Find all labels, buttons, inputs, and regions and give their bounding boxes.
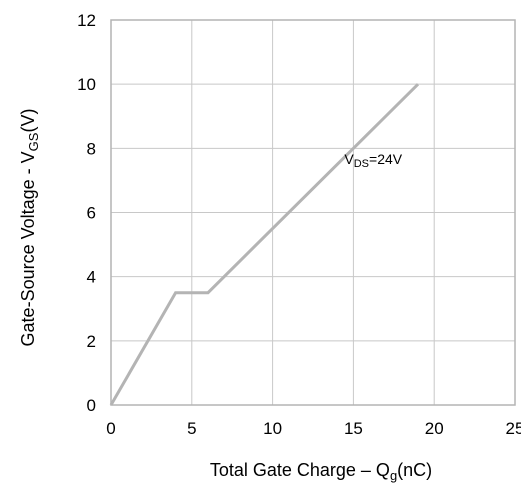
x-tick-label: 25 — [506, 419, 521, 438]
y-tick-label: 8 — [87, 139, 96, 158]
x-tick-label: 20 — [425, 419, 444, 438]
plot-frame — [110, 19, 516, 406]
x-tick-label: 0 — [106, 419, 115, 438]
y-tick-label: 2 — [87, 332, 96, 351]
y-tick-label: 12 — [77, 11, 96, 30]
x-axis-label: Total Gate Charge – Qg(nC) — [210, 460, 432, 483]
series-line — [109, 83, 420, 406]
y-tick-label: 6 — [87, 204, 96, 223]
y-tick-label: 10 — [77, 75, 96, 94]
y-tick-label: 4 — [87, 268, 96, 287]
y-axis-label: Gate-Source Voltage - VGS(V) — [18, 109, 41, 347]
x-tick-label: 5 — [187, 419, 196, 438]
x-tick-label: 10 — [263, 419, 282, 438]
y-tick-label: 0 — [87, 396, 96, 415]
vds-annotation: VDS=24V — [344, 151, 402, 170]
series-layer — [109, 83, 420, 406]
x-tick-label: 15 — [344, 419, 363, 438]
tick-labels: 0 5 10 15 20 25 0 2 4 6 8 10 12 — [77, 11, 521, 438]
grid-lines — [111, 20, 515, 405]
